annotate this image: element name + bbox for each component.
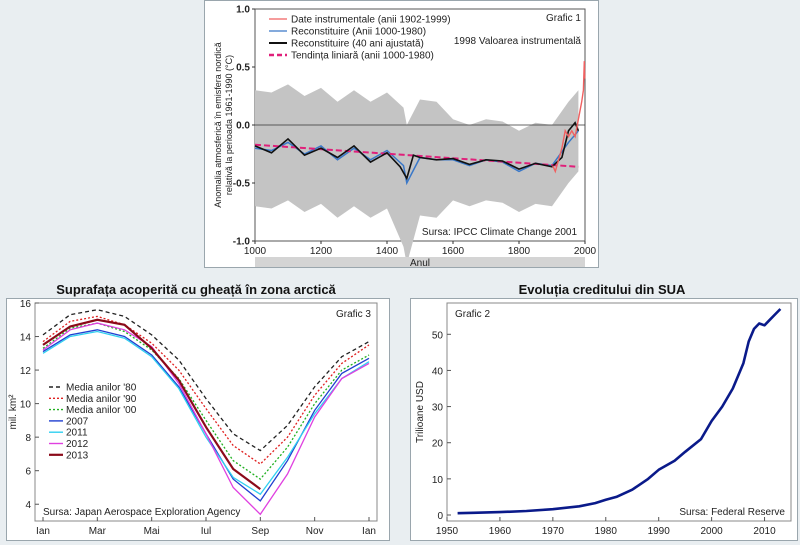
series-line: [42, 315, 370, 465]
series-line: [42, 318, 261, 490]
series-line: [42, 309, 370, 452]
y-tick-label: 40: [432, 366, 444, 377]
y-tick-label: 14: [20, 333, 32, 344]
x-tick-label: Ian: [36, 526, 50, 537]
legend-label: Media anilor '80: [66, 383, 137, 394]
chart1-panel-label: Grafic 1: [546, 13, 581, 24]
y-tick-label: 4: [25, 500, 31, 511]
series-line: [42, 322, 370, 516]
y-tick-label: 10: [432, 475, 444, 486]
x-tick-label: Mai: [144, 526, 160, 537]
y-tick-label: -1.0: [233, 237, 251, 248]
series-reconstitution: [254, 130, 579, 186]
x-tick-label: 2000: [700, 526, 723, 537]
legend-label: Media anilor '00: [66, 405, 137, 416]
x-tick-label: 1950: [436, 526, 459, 537]
legend-label: Tendința liniară (anii 1000-1980): [291, 51, 434, 62]
legend-label: Reconstituire (Anii 1000-1980): [291, 27, 426, 38]
x-tick-label: Mar: [89, 526, 107, 537]
y-tick-label: 8: [25, 433, 31, 444]
y-axis-label: Trilioane USD: [415, 381, 426, 443]
series-smoothed: [254, 121, 580, 181]
chart1-panel: 1.0 0.5 0.0 -0.5 -1.0 1000 1200 1400 1600 1800 200…: [204, 0, 599, 270]
chart3-title: Suprafața acoperită cu gheață în zona ar…: [56, 282, 336, 297]
chart3-svg: 4 6 8 10 12 14 16 Ian Mar Mai Iul Sep Nov Ian mil. km²…: [8, 299, 378, 537]
y-tick-label: 10: [20, 400, 32, 411]
chart3-panel-label: Grafic 3: [336, 309, 371, 320]
series-line: [42, 330, 370, 496]
chart3-source: Sursa: Japan Aerospace Exploration Agenc…: [43, 507, 240, 518]
x-tick-label: 1000: [244, 246, 267, 257]
chart1-annotation: 1998 Valoarea instrumentală: [454, 36, 582, 47]
chart2-title: Evoluția creditului din SUA: [518, 282, 686, 297]
x-tick-label: 2010: [753, 526, 776, 537]
series-line: [457, 308, 782, 515]
legend-label: Date instrumentale (anii 1902-1999): [291, 15, 451, 26]
x-tick-label: 1980: [595, 526, 618, 537]
legend-label: 2007: [66, 416, 89, 427]
x-tick-label: Ian: [362, 526, 376, 537]
y-tick-label: 12: [20, 366, 32, 377]
y-tick-label: 0.5: [236, 63, 250, 74]
y-tick-label: 0: [437, 511, 443, 522]
chart2-panel: 0 10 20 30 40 50 1950 1960 1970 1980 1990 2000 2010 T…: [410, 298, 798, 541]
chart3-panel: 4 6 8 10 12 14 16 Ian Mar Mai Iul Sep Nov Ian mil. km²…: [6, 298, 390, 541]
chart2-svg: 0 10 20 30 40 50 1950 1960 1970 1980 1990 2000 2010 T…: [415, 302, 792, 537]
y-tick-label: 50: [432, 330, 444, 341]
y-tick-label: 30: [432, 403, 444, 414]
x-tick-label: 1800: [508, 246, 531, 257]
y-tick-label: 6: [25, 467, 31, 478]
uncertainty-band: [255, 84, 579, 265]
y-tick-label: 20: [432, 439, 444, 450]
y-axis-label: mil. km²: [8, 394, 19, 430]
y-tick-label: 1.0: [236, 5, 250, 16]
x-tick-label: 1600: [442, 246, 465, 257]
legend-label: Reconstituire (40 ani ajustată): [291, 39, 424, 50]
y-tick-label: -0.5: [233, 179, 251, 190]
legend-label: 2012: [66, 439, 89, 450]
legend-label: 2013: [66, 450, 89, 461]
x-tick-label: 1970: [542, 526, 565, 537]
x-tick-label: Sep: [251, 526, 269, 537]
x-tick-label: Iul: [201, 526, 212, 537]
chart1-source: Sursa: IPCC Climate Change 2001: [422, 227, 578, 238]
x-tick-label: 1990: [648, 526, 671, 537]
plot-area: [34, 302, 378, 522]
x-tick-label: Nov: [306, 526, 324, 537]
x-tick-label: 2000: [574, 246, 597, 257]
xlabel-bar: [255, 257, 585, 267]
legend-label: 2011: [66, 428, 88, 439]
y-tick-label: 16: [20, 299, 32, 310]
y-axis-label: Anomalia atmosferică în emisfera nordică…: [213, 42, 234, 208]
y-tick-label: 0.0: [236, 121, 250, 132]
x-axis-label: Anul: [410, 258, 430, 267]
chart2-source: Sursa: Federal Reserve: [679, 507, 785, 518]
x-tick-label: 1400: [376, 246, 399, 257]
plot-area: [446, 302, 792, 522]
x-tick-label: 1960: [489, 526, 512, 537]
chart2-panel-label: Grafic 2: [455, 309, 490, 320]
series-instrumental: [552, 61, 586, 174]
x-tick-label: 1200: [310, 246, 333, 257]
legend-label: Media anilor '90: [66, 394, 137, 405]
